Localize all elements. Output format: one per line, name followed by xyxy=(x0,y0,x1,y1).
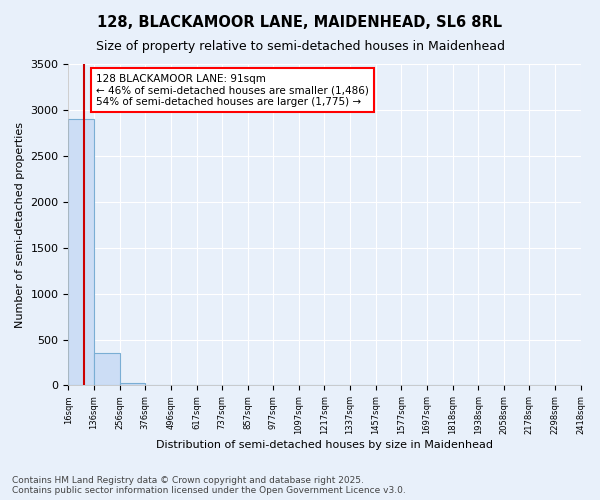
Bar xyxy=(119,382,145,386)
Text: 128, BLACKAMOOR LANE, MAIDENHEAD, SL6 8RL: 128, BLACKAMOOR LANE, MAIDENHEAD, SL6 8R… xyxy=(97,15,503,30)
Text: 128 BLACKAMOOR LANE: 91sqm
← 46% of semi-detached houses are smaller (1,486)
54%: 128 BLACKAMOOR LANE: 91sqm ← 46% of semi… xyxy=(96,74,369,107)
Text: Contains HM Land Registry data © Crown copyright and database right 2025.
Contai: Contains HM Land Registry data © Crown c… xyxy=(12,476,406,495)
Y-axis label: Number of semi-detached properties: Number of semi-detached properties xyxy=(15,122,25,328)
X-axis label: Distribution of semi-detached houses by size in Maidenhead: Distribution of semi-detached houses by … xyxy=(156,440,493,450)
Bar xyxy=(94,353,119,386)
Text: Size of property relative to semi-detached houses in Maidenhead: Size of property relative to semi-detach… xyxy=(95,40,505,53)
Bar xyxy=(68,119,94,386)
